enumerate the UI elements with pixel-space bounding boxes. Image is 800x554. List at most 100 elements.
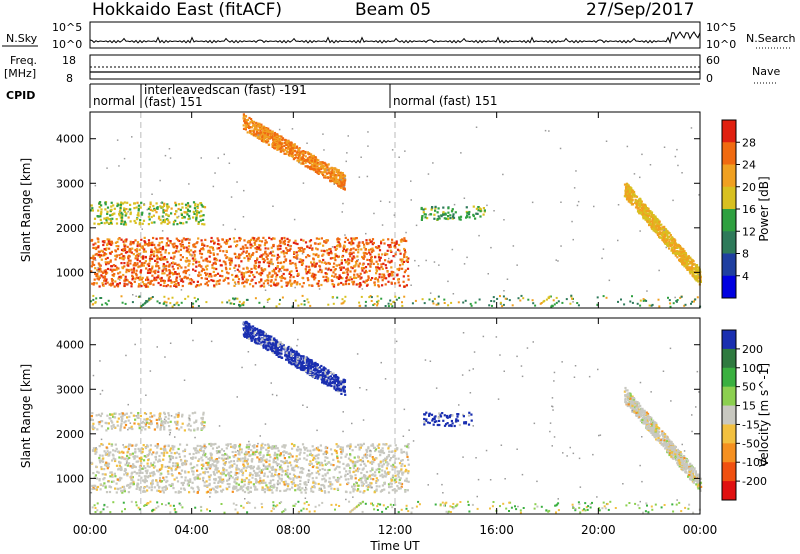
power-panel-cell [479, 215, 482, 218]
power-panel-cell [218, 279, 221, 282]
velocity-panel-cell [140, 447, 143, 450]
power-panel-cell [375, 260, 378, 263]
power-panel-cell [97, 275, 100, 278]
power-panel-cell [257, 132, 260, 135]
power-panel-cell [161, 237, 164, 240]
velocity-panel-cell [522, 507, 525, 509]
cpid-segment-label: interleavedscan (fast) -191 [144, 83, 307, 97]
power-panel-cell [175, 210, 178, 213]
power-panel-cell [109, 268, 112, 271]
velocity-panel-cell [216, 468, 219, 471]
power-panel-cell [140, 305, 143, 307]
velocity-panel-cell [169, 447, 172, 450]
power-panel-cell [371, 238, 375, 241]
power-panel-cell [308, 271, 311, 274]
power-panel-cell [337, 172, 340, 175]
velocity-panel-cell [307, 478, 310, 482]
power-panel-cell [399, 264, 402, 267]
freq-tick: 8 [66, 72, 73, 85]
power-panel-cell [334, 253, 337, 256]
velocity-panel-cell [92, 449, 95, 452]
power-panel-speckle [234, 228, 236, 231]
power-panel-cell [158, 267, 161, 270]
power-panel-cell [688, 270, 691, 273]
power-panel-cell [136, 258, 139, 262]
power-panel-cell [151, 265, 154, 268]
power-panel-cell [332, 283, 336, 286]
power-panel-cell [534, 304, 537, 307]
power-panel-cell [118, 254, 121, 257]
power-panel-speckle [414, 259, 416, 262]
power-panel-cell [352, 282, 355, 285]
power-panel-cell [364, 300, 367, 303]
velocity-panel-cell [222, 471, 226, 474]
power-panel-cell [194, 245, 197, 249]
power-panel-cell [285, 152, 288, 155]
power-panel-cell [628, 196, 631, 199]
power-panel-cell [110, 265, 113, 268]
power-panel-cell [376, 302, 379, 305]
power-panel-cell [153, 221, 156, 224]
power-panel-cell [372, 304, 375, 306]
power-panel-cell [655, 231, 658, 234]
velocity-panel-cell [255, 450, 259, 453]
power-panel-cell [317, 270, 320, 273]
power-panel-cell [359, 282, 362, 285]
power-panel-cell [304, 150, 307, 154]
power-panel-cell [624, 192, 627, 195]
power-panel-cell [286, 243, 290, 247]
power-panel-cell [135, 276, 138, 279]
velocity-panel-cell [404, 479, 407, 482]
power-panel-cell [144, 260, 147, 263]
power-panel-speckle [698, 273, 700, 276]
power-panel-cell [95, 282, 98, 285]
velocity-panel-cell [246, 465, 250, 468]
power-panel-cell [405, 239, 408, 243]
velocity-panel-cell [138, 471, 141, 474]
power-panel-cell [341, 178, 344, 181]
velocity-panel-cell [367, 460, 370, 463]
power-panel-cell [301, 157, 304, 160]
velocity-panel-cell [126, 451, 129, 454]
velocity-panel-cell [115, 447, 118, 450]
velocity-panel-cell [376, 444, 379, 447]
power-panel-cell [691, 274, 694, 277]
power-panel-cell [101, 250, 105, 253]
velocity-panel-cell [135, 504, 138, 507]
power-panel-cell [257, 129, 260, 132]
velocity-panel-cell [170, 467, 173, 470]
power-panel-cell [124, 221, 127, 225]
power-panel-cell [107, 240, 110, 243]
velocity-panel-cell [179, 472, 182, 476]
velocity-panel-cell [159, 447, 162, 450]
power-panel-cell [91, 207, 94, 210]
velocity-panel-cell [103, 482, 106, 485]
cpid-label: CPID [6, 89, 35, 102]
power-panel-cell [132, 242, 135, 245]
velocity-panel-cell [225, 469, 228, 472]
power-panel-cell [317, 284, 320, 288]
power-panel-cell [321, 172, 324, 175]
power-panel-cell [333, 177, 336, 180]
power-panel-cell [195, 218, 198, 221]
velocity-panel-cell [174, 511, 177, 514]
power-panel-cell [354, 248, 357, 251]
power-panel-colorbar-segment [722, 275, 736, 299]
power-panel-cell [660, 234, 663, 237]
power-panel-cell [202, 205, 205, 208]
power-panel-cell [245, 271, 248, 274]
velocity-panel-cell [515, 508, 518, 511]
velocity-panel-cell [219, 476, 222, 479]
power-panel-cell [131, 301, 134, 304]
power-panel-cell [324, 278, 327, 281]
power-panel-cell [297, 250, 301, 253]
power-panel-cell [134, 277, 137, 280]
velocity-panel-cell [381, 510, 384, 513]
power-panel-cell [293, 251, 296, 254]
power-panel-cell [314, 254, 317, 257]
power-panel-cell [280, 135, 283, 138]
velocity-panel-cell [240, 504, 243, 507]
power-panel-cell [331, 257, 334, 260]
power-panel-cell [311, 247, 314, 250]
